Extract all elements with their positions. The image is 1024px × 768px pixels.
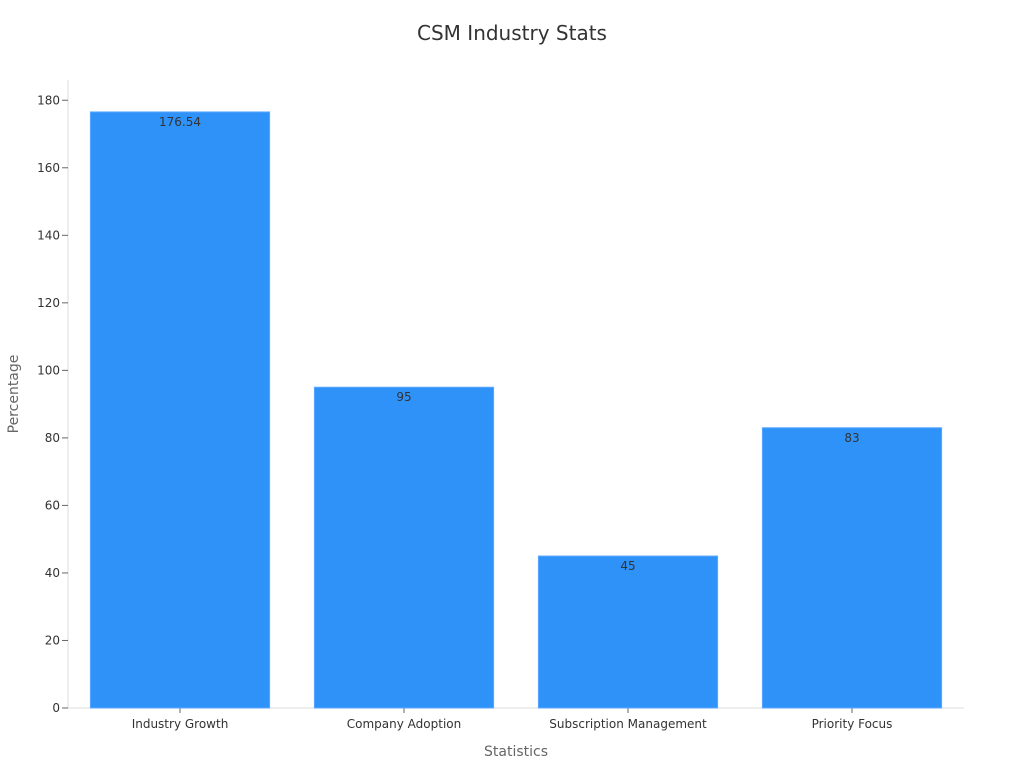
bar-value-label: 83 bbox=[844, 431, 859, 445]
bar-value-label: 45 bbox=[620, 559, 635, 573]
bar bbox=[761, 427, 943, 709]
y-tick-label: 120 bbox=[37, 296, 60, 310]
y-tick-label: 160 bbox=[37, 161, 60, 175]
bar bbox=[89, 111, 271, 709]
y-tick-label: 80 bbox=[45, 431, 60, 445]
y-tick-label: 140 bbox=[37, 228, 60, 242]
y-axis: 0 20 40 60 80 100 120 140 160 180 bbox=[37, 80, 69, 715]
y-tick-label: 20 bbox=[45, 633, 60, 647]
y-tick-label: 100 bbox=[37, 363, 60, 377]
data-labels-group: 176.54 95 45 83 bbox=[159, 115, 860, 573]
y-axis-title: Percentage bbox=[6, 355, 22, 434]
x-axis: Industry Growth Company Adoption Subscript… bbox=[68, 707, 964, 731]
y-tick-label: 60 bbox=[45, 498, 60, 512]
x-tick-label: Subscription Management bbox=[549, 717, 707, 731]
x-tick-label: Company Adoption bbox=[347, 717, 461, 731]
x-axis-title: Statistics bbox=[484, 744, 548, 760]
y-tick-label: 0 bbox=[52, 701, 60, 715]
chart-title: CSM Industry Stats bbox=[417, 21, 607, 45]
x-tick-label: Priority Focus bbox=[812, 717, 893, 731]
y-tick-label: 40 bbox=[45, 566, 60, 580]
x-tick-label: Industry Growth bbox=[132, 717, 229, 731]
y-tick-label: 180 bbox=[37, 93, 60, 107]
bar-value-label: 95 bbox=[396, 390, 411, 404]
bar bbox=[537, 555, 719, 709]
bars-group bbox=[89, 111, 943, 709]
bar bbox=[313, 386, 495, 709]
bar-value-label: 176.54 bbox=[159, 115, 201, 129]
